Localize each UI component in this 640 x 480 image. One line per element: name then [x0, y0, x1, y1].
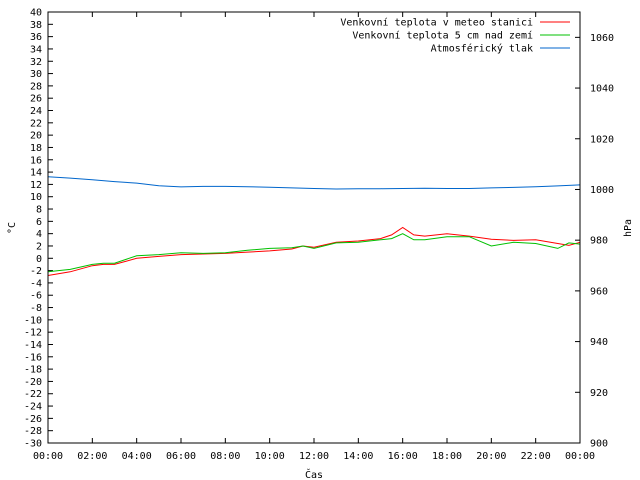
y-tick-label: -26 — [24, 414, 42, 425]
x-tick-label: 04:00 — [122, 451, 152, 462]
y-tick-label: 6 — [36, 217, 42, 228]
legend-label: Atmosférický tlak — [431, 43, 533, 55]
x-tick-label: 02:00 — [77, 451, 107, 462]
y-tick-label: -28 — [24, 426, 42, 437]
y-tick-label: 18 — [30, 143, 42, 154]
y-tick-label: -12 — [24, 328, 42, 339]
y-tick-label: 4 — [36, 229, 42, 240]
x-tick-label: 22:00 — [521, 451, 551, 462]
y-tick-label: 30 — [30, 69, 42, 80]
y-tick-label: 22 — [30, 118, 42, 129]
y-tick-label: 2 — [36, 241, 42, 252]
y-tick-label: 14 — [30, 168, 42, 179]
x-tick-label: 10:00 — [255, 451, 285, 462]
y-tick-label: 8 — [36, 205, 42, 216]
y-tick-label: -10 — [24, 315, 42, 326]
y-tick-label: 10 — [30, 192, 42, 203]
y-tick-label: -14 — [24, 340, 42, 351]
plot-lines — [47, 176, 581, 276]
series-line-2 — [47, 233, 581, 273]
y-axis-label: °C — [7, 222, 18, 234]
y-tick-label: -8 — [30, 303, 42, 314]
y-tick-label: 26 — [30, 94, 42, 105]
y-tick-label: -18 — [24, 365, 42, 376]
y-tick-label: 40 — [30, 8, 42, 19]
y-tick-label: 38 — [30, 20, 42, 31]
y2-tick-label: 1020 — [590, 134, 614, 145]
y-tick-label: 34 — [30, 44, 42, 55]
y-tick-label: 20 — [30, 131, 42, 142]
y-tick-label: 36 — [30, 32, 42, 43]
y-tick-label: 32 — [30, 57, 42, 68]
y-tick-label: 12 — [30, 180, 42, 191]
y-tick-label: 28 — [30, 81, 42, 92]
y-tick-label: -2 — [30, 266, 42, 277]
y-tick-label: -30 — [24, 439, 42, 450]
y-tick-labels-left: -30-28-26-24-22-20-18-16-14-12-10-8-6-4-… — [24, 8, 42, 450]
series-line-1 — [47, 226, 581, 276]
series-line-3 — [47, 176, 581, 190]
y-tick-label: -16 — [24, 352, 42, 363]
y2-tick-label: 940 — [590, 337, 608, 348]
y-tick-label: 24 — [30, 106, 42, 117]
x-tick-label: 12:00 — [299, 451, 329, 462]
legend-label: Venkovní teplota v meteo stanici — [340, 17, 533, 29]
y-tick-label: -22 — [24, 389, 42, 400]
x-tick-label: 16:00 — [388, 451, 418, 462]
x-tick-labels: 00:00 02:00 04:00 06:00 08:00 10:00 12:00 14:00… — [33, 451, 595, 462]
tick-marks — [47, 11, 581, 444]
y2-axis-label: hPa — [623, 219, 634, 237]
y2-tick-label: 960 — [590, 286, 608, 297]
y-tick-label: -24 — [24, 402, 42, 413]
y2-tick-label: 900 — [590, 439, 608, 450]
x-tick-label: 00:00 — [565, 451, 595, 462]
y2-tick-label: 1040 — [590, 84, 614, 95]
y2-tick-label: 1060 — [590, 33, 614, 44]
legend: Venkovní teplota v meteo staniciVenkovní… — [340, 17, 570, 55]
y2-tick-label: 920 — [590, 388, 608, 399]
x-tick-label: 06:00 — [166, 451, 196, 462]
legend-label: Venkovní teplota 5 cm nad zemí — [352, 30, 533, 42]
y-tick-labels-right: 900 920 940 960 980 1000 1020 1040 1060 — [590, 33, 614, 450]
x-tick-label: 20:00 — [476, 451, 506, 462]
x-axis-label: Čas — [305, 468, 323, 480]
x-tick-label: 14:00 — [343, 451, 373, 462]
plot-frame — [47, 11, 581, 444]
y2-tick-label: 980 — [590, 236, 608, 247]
y-tick-label: -6 — [30, 291, 42, 302]
y-tick-label: 16 — [30, 155, 42, 166]
x-tick-label: 18:00 — [432, 451, 462, 462]
y-tick-label: -20 — [24, 377, 42, 388]
y2-tick-label: 1000 — [590, 185, 614, 196]
y-tick-label: -4 — [30, 278, 42, 289]
y-tick-label: 0 — [36, 254, 42, 265]
x-tick-label: 00:00 — [33, 451, 63, 462]
x-tick-label: 08:00 — [210, 451, 240, 462]
